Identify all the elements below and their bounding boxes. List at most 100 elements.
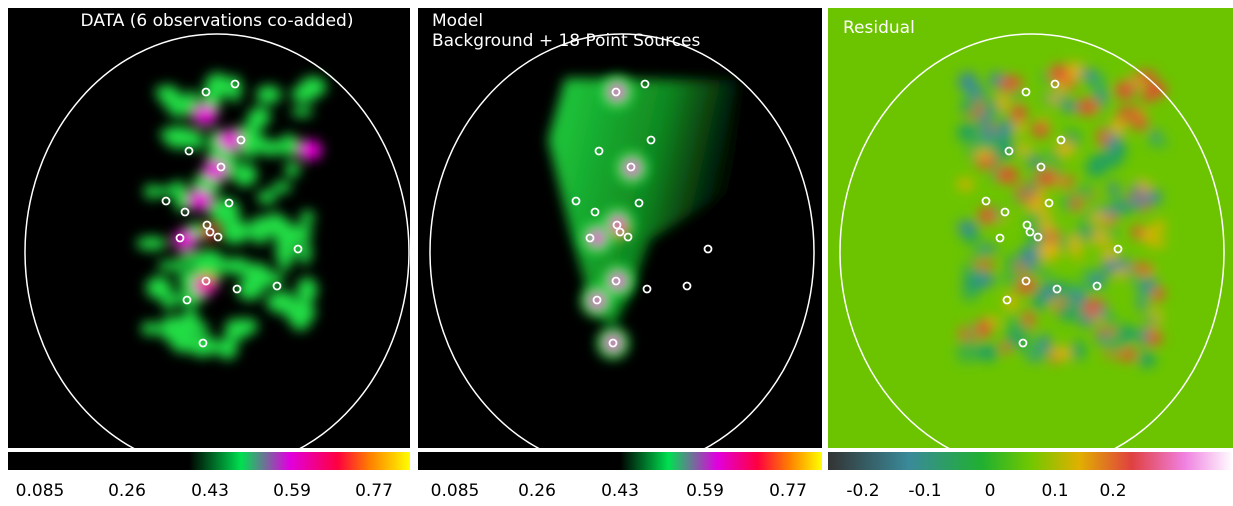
point-source bbox=[682, 281, 692, 291]
residual-blob bbox=[1131, 225, 1144, 239]
point-source bbox=[180, 207, 190, 217]
model-peak bbox=[605, 335, 621, 351]
residual-blob bbox=[1153, 220, 1166, 234]
point-source bbox=[626, 162, 636, 172]
point-source bbox=[1052, 284, 1062, 294]
panel-title: Background + 18 Point Sources bbox=[432, 31, 701, 51]
residual-blob bbox=[1031, 122, 1050, 138]
residual-blob bbox=[1055, 140, 1075, 157]
point-source bbox=[981, 196, 991, 206]
residual-blob bbox=[1056, 279, 1068, 298]
emission-blob bbox=[236, 279, 264, 301]
residual-blob bbox=[1117, 348, 1137, 361]
colorbar-tick-label: 0.085 bbox=[431, 481, 480, 501]
point-source bbox=[184, 146, 194, 156]
residual-blob bbox=[1002, 269, 1024, 286]
colorbar bbox=[828, 452, 1233, 470]
point-source bbox=[182, 295, 192, 305]
residual-blob bbox=[1108, 181, 1119, 197]
point-source bbox=[590, 207, 600, 217]
residual-blob bbox=[1025, 210, 1042, 230]
residual-blob bbox=[1022, 183, 1035, 198]
emission-blob bbox=[167, 106, 193, 117]
point-source bbox=[1018, 338, 1028, 348]
residual-blob bbox=[1067, 281, 1089, 296]
residual-blob bbox=[1140, 227, 1156, 243]
residual-blob bbox=[973, 149, 993, 159]
emission-blob bbox=[237, 164, 258, 184]
emission-blob bbox=[249, 216, 271, 245]
residual-blob bbox=[974, 273, 996, 287]
residual-blob bbox=[1144, 315, 1158, 327]
point-source bbox=[646, 135, 656, 145]
colorbar-tick-label: 0.2 bbox=[1099, 481, 1126, 501]
emission-blob bbox=[141, 321, 159, 336]
emission-blob bbox=[154, 85, 180, 100]
point-source bbox=[594, 146, 604, 156]
point-source bbox=[585, 233, 595, 243]
residual-blob bbox=[1067, 61, 1084, 81]
point-source bbox=[1000, 207, 1010, 217]
point-source bbox=[161, 196, 171, 206]
point-source bbox=[592, 295, 602, 305]
emission-blob bbox=[256, 190, 277, 204]
colorbar-tick-label: 0.43 bbox=[601, 481, 639, 501]
colorbar-tick-label: 0 bbox=[985, 481, 996, 501]
emission-blob bbox=[238, 318, 258, 335]
residual-blob bbox=[1038, 351, 1052, 361]
residual-blob bbox=[1068, 234, 1082, 250]
residual-blob bbox=[996, 94, 1009, 112]
residual-blob bbox=[1117, 107, 1142, 117]
residual-blob bbox=[1097, 126, 1108, 147]
emission-blob bbox=[217, 337, 238, 360]
point-source bbox=[623, 232, 633, 242]
point-source bbox=[634, 198, 644, 208]
data-emission bbox=[136, 72, 327, 360]
emission-blob bbox=[245, 118, 260, 134]
point-source bbox=[230, 79, 240, 89]
residual-blob bbox=[959, 121, 978, 140]
emission-blob bbox=[179, 252, 201, 264]
point-source bbox=[1002, 295, 1012, 305]
residual-blob bbox=[1147, 238, 1167, 248]
emission-blob bbox=[296, 277, 318, 303]
residual-blob bbox=[1137, 351, 1156, 368]
point-source bbox=[1022, 220, 1032, 230]
residual-blob bbox=[980, 126, 996, 143]
residual-blob bbox=[1010, 87, 1023, 102]
residual-blob bbox=[973, 260, 995, 269]
residual-blob bbox=[961, 232, 981, 243]
point-source bbox=[1092, 281, 1102, 291]
residual-blob bbox=[1049, 93, 1060, 105]
residual-blob bbox=[970, 86, 986, 100]
residual-blob bbox=[1074, 292, 1087, 308]
residual-blob bbox=[1071, 340, 1086, 361]
emission-blob bbox=[266, 291, 297, 314]
point-source bbox=[205, 227, 215, 237]
colorbar-tick-label: -0.2 bbox=[846, 481, 879, 501]
residual-blob bbox=[1131, 116, 1148, 130]
residual-blob bbox=[975, 343, 1000, 362]
point-source bbox=[272, 281, 282, 291]
residual-blob bbox=[1038, 334, 1051, 352]
residual-blob bbox=[989, 72, 1003, 84]
point-source bbox=[571, 196, 581, 206]
panel-title: DATA (6 observations co-added) bbox=[81, 11, 354, 31]
emission-blob bbox=[300, 210, 315, 225]
emission-blob bbox=[220, 257, 252, 275]
residual-blob bbox=[1035, 268, 1054, 278]
emission-blob bbox=[271, 181, 292, 193]
point-source bbox=[1056, 135, 1066, 145]
emission-blob bbox=[174, 189, 190, 212]
residual-blob bbox=[1090, 152, 1111, 170]
point-source bbox=[213, 232, 223, 242]
residual-blob bbox=[996, 166, 1019, 184]
residual-blob bbox=[959, 99, 978, 115]
colorbar-tick-label: 0.77 bbox=[355, 481, 393, 501]
residual-blob bbox=[1107, 225, 1119, 240]
point-source bbox=[201, 87, 211, 97]
emission-peak bbox=[193, 105, 217, 125]
colorbar bbox=[8, 452, 410, 470]
residual-blob bbox=[1088, 234, 1112, 245]
